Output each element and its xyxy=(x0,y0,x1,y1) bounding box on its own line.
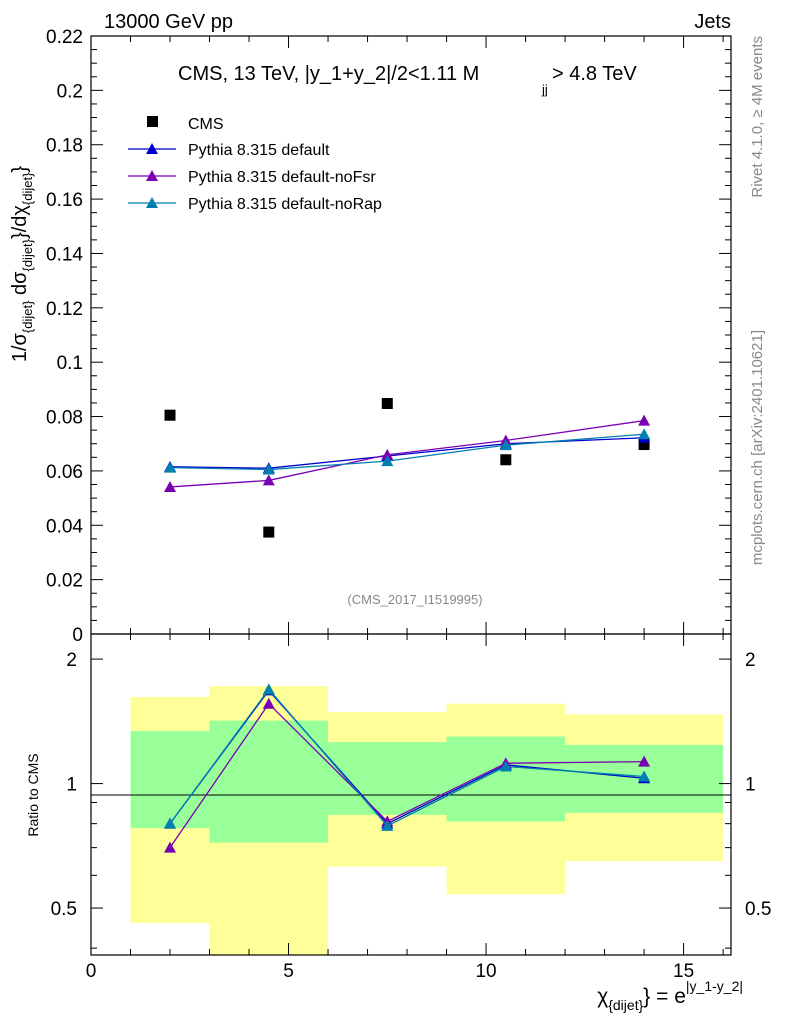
ratio-point-2 xyxy=(262,683,275,695)
series-point-3 xyxy=(381,455,394,467)
ratio-y-tick-label: 1 xyxy=(66,775,77,796)
ratio-y-tick-label-right: 2 xyxy=(745,650,756,671)
cms-data-point xyxy=(638,439,650,451)
main-y-tick-label: 0.22 xyxy=(46,27,83,48)
green-band xyxy=(446,736,566,822)
x-tick-label: 10 xyxy=(475,961,496,982)
green-band xyxy=(209,720,329,843)
main-y-tick-label: 0.18 xyxy=(46,136,83,157)
ratio-panel-frame xyxy=(90,633,732,956)
x-tick-label: 15 xyxy=(673,961,694,982)
cms-data-point xyxy=(381,397,393,409)
ratio-panel: 0.5 0.5 1 1 2 2 0 5 10 15 Ratio to CMS χ{dijet}}… xyxy=(25,633,771,1013)
rivet-label: Rivet 4.1.0, ≥ 4M events xyxy=(749,36,766,198)
main-y-tick-label: 0.14 xyxy=(46,244,83,265)
chart-title-suffix: > 4.8 TeV xyxy=(552,63,637,85)
ratio-uncertainty-bands xyxy=(130,686,724,955)
main-y-tick-label: 0.04 xyxy=(46,516,83,537)
ratio-y-tick-label-right: 1 xyxy=(745,775,756,796)
x-tick-label: 5 xyxy=(283,961,294,982)
main-y-tick-label: 0.06 xyxy=(46,462,83,483)
series-point-3 xyxy=(262,463,275,475)
legend: CMS Pythia 8.315 default Pythia 8.315 de… xyxy=(128,116,382,213)
chart-title-sub: jj xyxy=(541,82,548,97)
legend-marker-cms xyxy=(147,116,158,127)
x-axis-ticks: 0 5 10 15 xyxy=(86,634,724,982)
ratio-point-2 xyxy=(164,817,177,829)
ratio-y-ticks: 0.5 0.5 1 1 2 2 xyxy=(51,650,771,949)
ratio-y-tick-label-right: 0.5 xyxy=(745,899,771,920)
main-y-ticks: 0 0.02 0.04 0.06 0.08 0.1 0.12 0.14 0.16 0.18 0.2 0… xyxy=(46,27,731,646)
cms-data-point xyxy=(164,409,176,421)
cms-data-point xyxy=(500,454,512,466)
green-band xyxy=(130,731,210,829)
main-panel-frame xyxy=(90,35,732,635)
main-y-tick-label: 0.02 xyxy=(46,571,83,592)
series-point-3 xyxy=(499,439,512,451)
header-left: 13000 GeV pp xyxy=(104,11,233,33)
analysis-watermark: (CMS_2017_I1519995) xyxy=(347,592,482,607)
main-y-tick-label: 0.1 xyxy=(57,353,83,374)
ratio-y-tick-label: 2 xyxy=(66,650,77,671)
main-y-tick-label: 0.08 xyxy=(46,408,83,429)
legend-marker-norap xyxy=(146,197,158,208)
main-y-label: 1/σ{dijet} dσ{dijet}}/dχ{dijet}} xyxy=(9,166,35,363)
legend-marker-nofsr xyxy=(146,170,158,181)
ratio-y-tick-label: 0.5 xyxy=(51,899,77,920)
ratio-panel-marks xyxy=(164,683,651,853)
ratio-point-2 xyxy=(638,770,651,782)
main-y-tick-label: 0.12 xyxy=(46,299,83,320)
series-point-3 xyxy=(164,461,177,473)
ratio-point-2 xyxy=(381,819,394,831)
x-axis-label: χ{dijet}} = e|y_1-y_2| xyxy=(597,978,743,1013)
series-point-3 xyxy=(638,428,651,440)
ratio-point-1 xyxy=(262,697,275,709)
ratio-y-label: Ratio to CMS xyxy=(25,753,41,836)
x-tick-label: 0 xyxy=(86,961,97,982)
mcplots-label: mcplots.cern.ch [arXiv:2401.10621] xyxy=(749,330,766,565)
main-y-tick-label: 0.16 xyxy=(46,190,83,211)
ratio-point-1 xyxy=(164,841,177,853)
legend-label-default: Pythia 8.315 default xyxy=(188,142,330,159)
main-panel: 0 0.02 0.04 0.06 0.08 0.1 0.12 0.14 0.16 0.18 0.2 0… xyxy=(9,27,732,646)
ratio-point-1 xyxy=(638,755,651,767)
chart-title: CMS, 13 TeV, |y_1+y_2|/2<1.11 M xyxy=(178,63,479,85)
legend-marker-default xyxy=(146,143,158,154)
legend-label-cms: CMS xyxy=(188,116,224,133)
main-y-tick-label: 0.2 xyxy=(57,81,83,102)
series-point-2 xyxy=(262,474,275,486)
ratio-point-2 xyxy=(499,760,512,772)
legend-label-norap: Pythia 8.315 default-noRap xyxy=(188,196,382,213)
series-point-2 xyxy=(638,414,651,426)
cms-data-point xyxy=(263,526,275,538)
series-point-2 xyxy=(164,480,177,492)
legend-label-nofsr: Pythia 8.315 default-noFsr xyxy=(188,169,376,186)
header-right: Jets xyxy=(694,11,731,33)
main-y-tick-label: 0 xyxy=(72,625,83,646)
main-panel-marks xyxy=(164,397,651,538)
series-point-2 xyxy=(381,448,394,460)
